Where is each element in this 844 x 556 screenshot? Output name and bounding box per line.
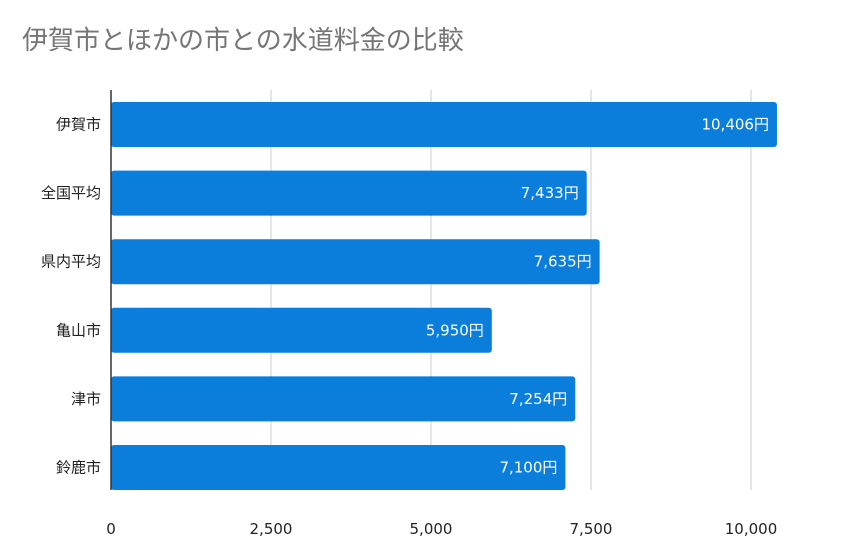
x-tick-label: 5,000 (410, 520, 453, 538)
data-label: 5,950円 (426, 321, 484, 339)
grid-lines (270, 90, 752, 490)
x-tick-labels: 0 2,500 5,000 7,500 10,000 (106, 520, 777, 538)
bar (111, 239, 600, 285)
category-label: 県内平均 (41, 253, 101, 271)
x-tick-label: 0 (106, 520, 116, 538)
category-label: 鈴鹿市 (56, 459, 101, 477)
data-label: 7,100円 (499, 459, 557, 477)
category-label: 全国平均 (41, 184, 101, 202)
bar (111, 170, 587, 216)
x-tick-label: 7,500 (570, 520, 613, 538)
data-label: 7,433円 (521, 184, 579, 202)
category-label: 亀山市 (56, 321, 101, 339)
bar (111, 376, 576, 422)
data-label: 7,254円 (509, 390, 567, 408)
category-label: 伊賀市 (56, 116, 101, 134)
data-labels: 10,406円 7,433円 7,635円 5,950円 7,254円 7,100円 (426, 116, 769, 477)
data-label: 7,635円 (534, 253, 592, 271)
data-label: 10,406円 (701, 116, 769, 134)
x-tick-label: 10,000 (725, 520, 778, 538)
bar (111, 307, 492, 353)
bar (111, 102, 777, 147)
bar (111, 445, 566, 490)
x-tick-label: 2,500 (250, 520, 293, 538)
category-label: 津市 (71, 390, 101, 408)
chart-title: 伊賀市とほかの市との水道料金の比較 (22, 26, 464, 56)
bars (111, 102, 777, 490)
